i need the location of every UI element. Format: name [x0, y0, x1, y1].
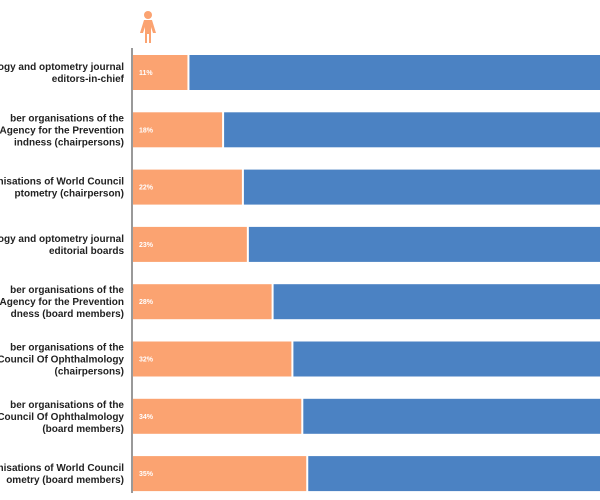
- female-segment: [133, 398, 302, 434]
- value-label: 32%: [139, 357, 154, 364]
- value-label: 34%: [139, 414, 154, 421]
- male-segment: [308, 456, 600, 492]
- male-segment: [224, 112, 600, 148]
- category-label: ology and optometry journal editors-in-ch…: [0, 62, 125, 85]
- female-segment: [133, 456, 307, 492]
- male-segment: [248, 226, 600, 262]
- value-label: 28%: [139, 299, 154, 306]
- bar-row: ber organisations of the al Agency for th…: [0, 112, 600, 148]
- value-label: 22%: [139, 185, 154, 192]
- value-label: 18%: [139, 127, 154, 134]
- male-segment: [293, 341, 600, 377]
- value-label: 11%: [139, 70, 153, 77]
- female-segment: [133, 55, 188, 90]
- value-label: 35%: [139, 471, 154, 478]
- female-icon: [140, 11, 156, 43]
- category-label: ber organisations of the al Agency for th…: [0, 285, 124, 320]
- category-label: ber organisations of the al Agency for th…: [0, 113, 124, 148]
- category-label: ology and optometry journal editorial boa…: [0, 234, 124, 257]
- bar-row: ology and optometry journal editors-in-ch…: [0, 55, 600, 90]
- female-segment: [133, 341, 292, 377]
- bar-row: ber organisations of the al Agency for th…: [0, 284, 600, 320]
- female-segment: [133, 226, 247, 262]
- value-label: 23%: [139, 242, 154, 249]
- male-segment: [273, 284, 600, 320]
- female-segment: [133, 112, 223, 148]
- male-segment: [189, 55, 600, 90]
- bar-row: ology and optometry journal editorial boa…: [0, 226, 600, 262]
- male-segment: [243, 169, 600, 205]
- female-segment: [133, 169, 242, 205]
- male-segment: [303, 398, 600, 434]
- female-segment: [133, 284, 272, 320]
